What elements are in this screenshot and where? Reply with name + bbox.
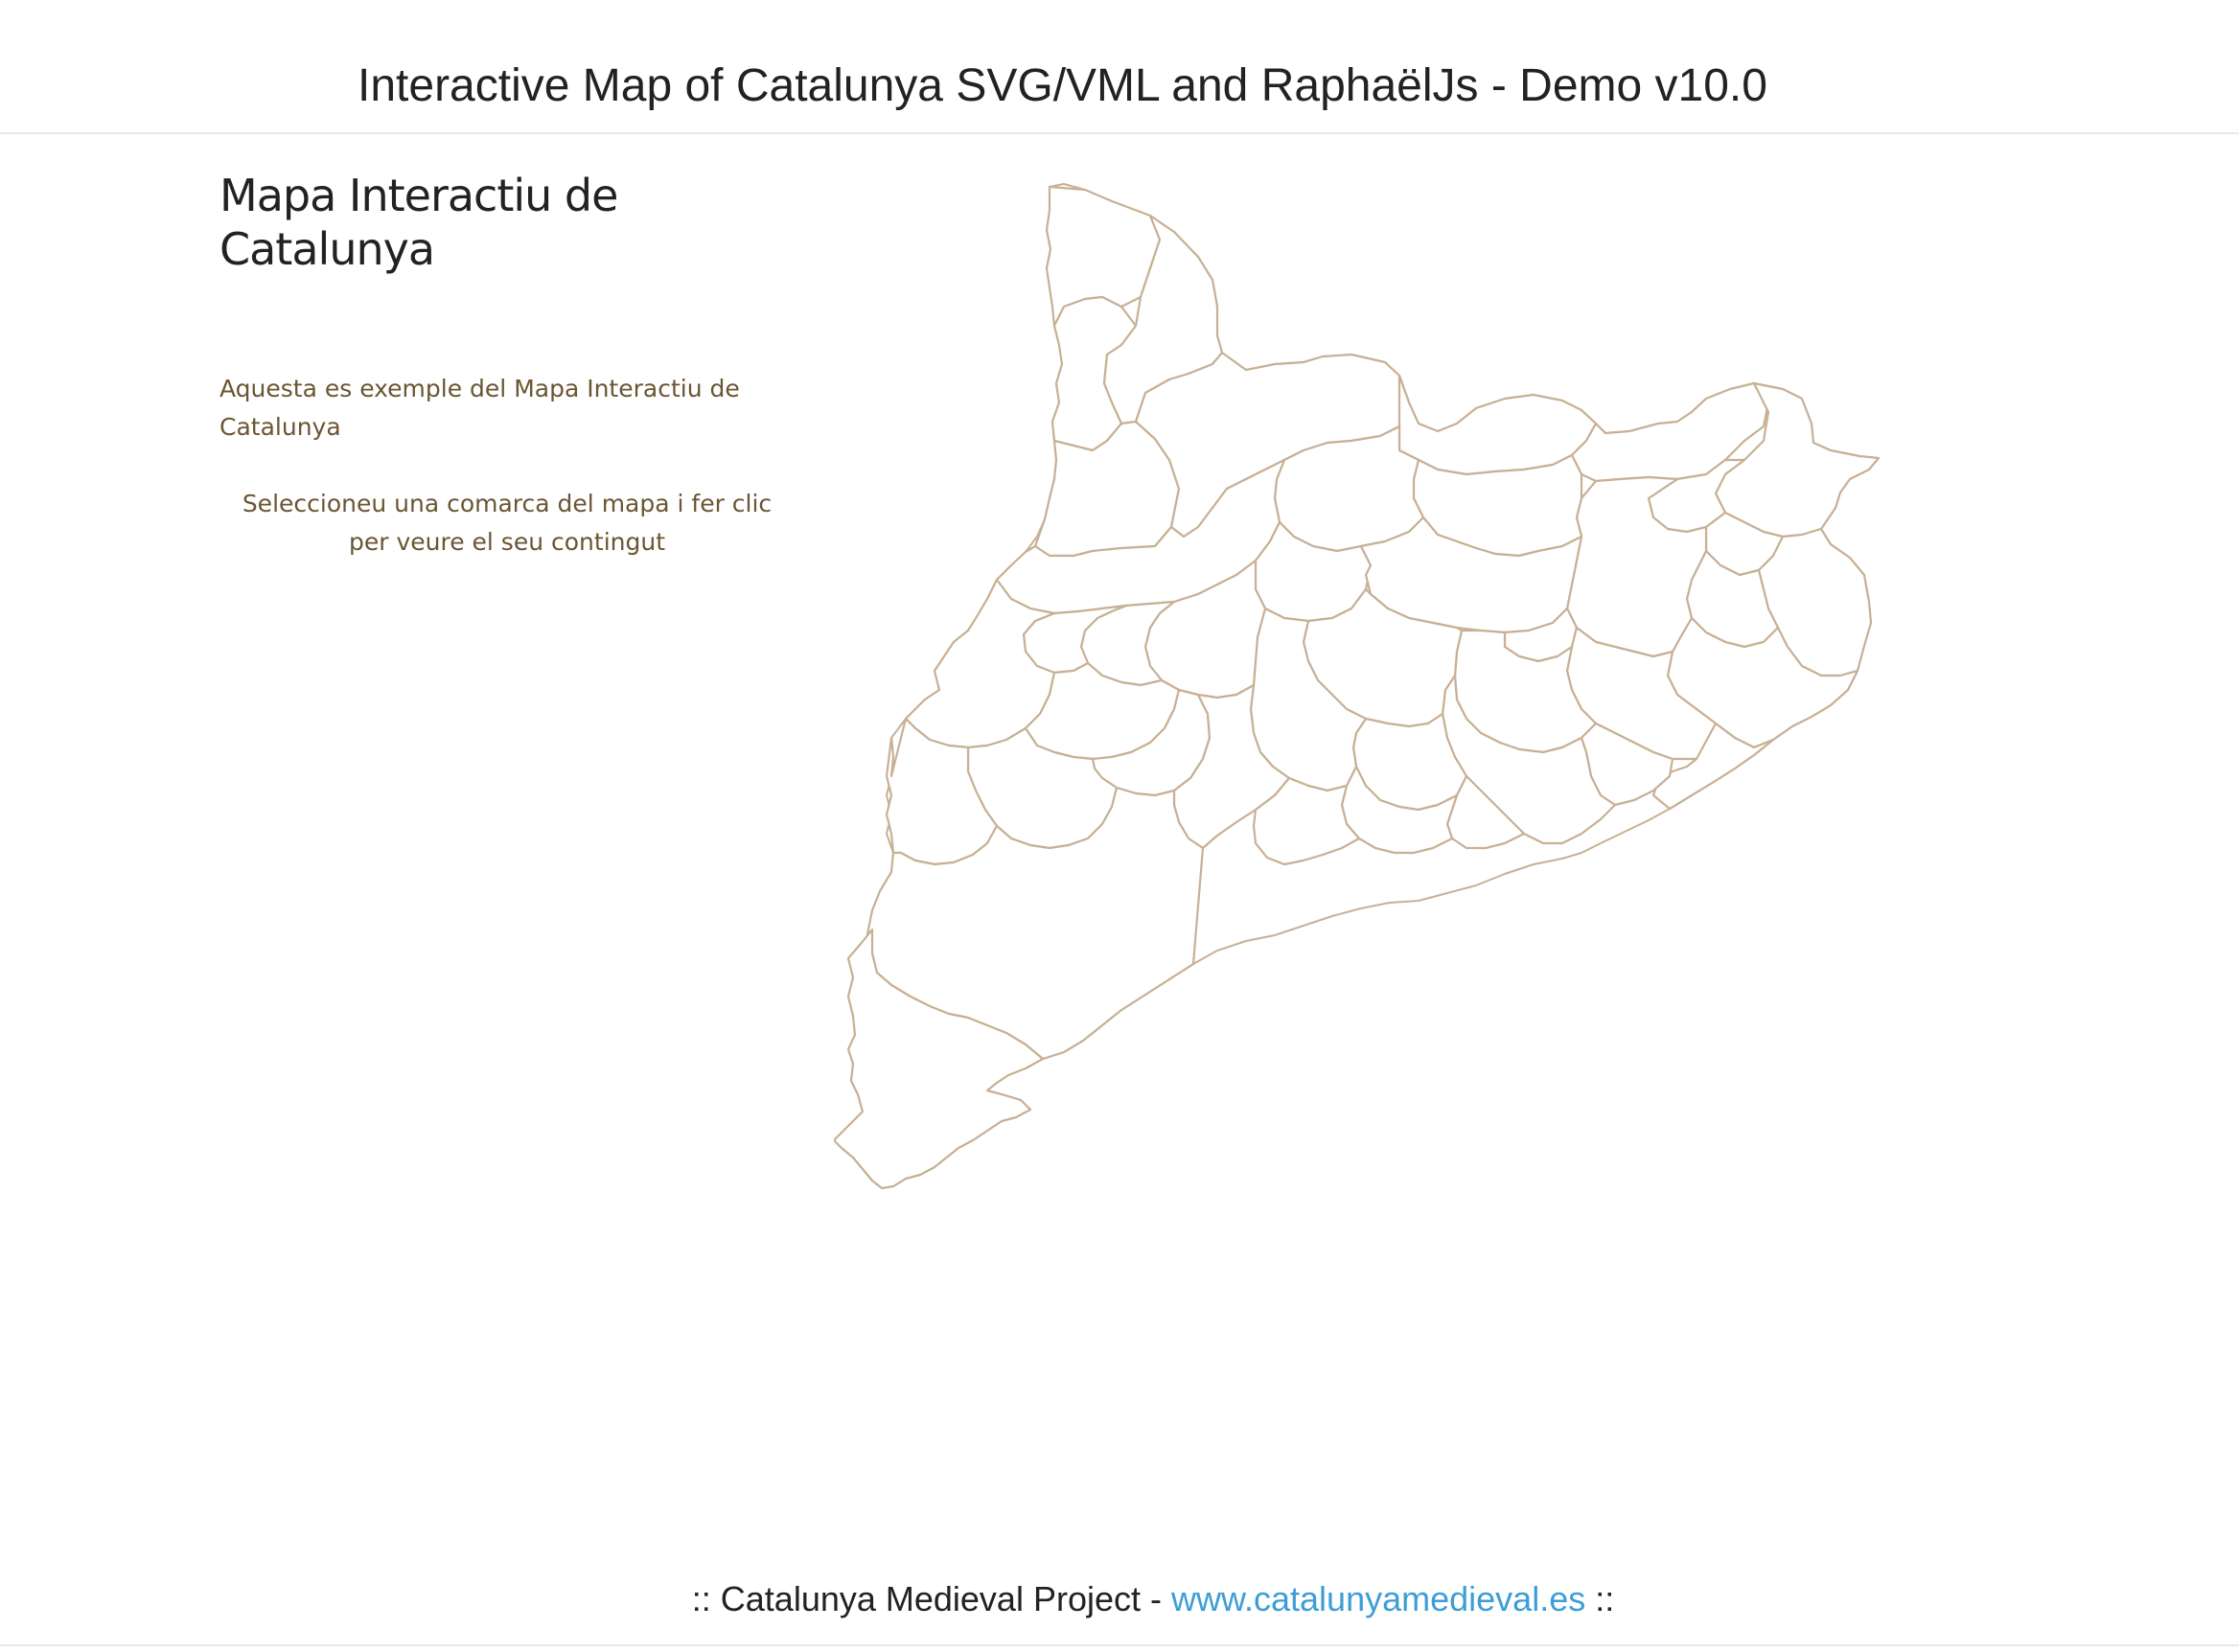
page-header: Interactive Map of Catalunya SVG/VML and… (0, 0, 2239, 134)
comarca-tarragones[interactable] (1252, 776, 1361, 866)
comarca-maresme[interactable] (1651, 722, 1775, 811)
page-title: Interactive Map of Catalunya SVG/VML and… (358, 60, 1767, 111)
footer-suffix: :: (1585, 1579, 1615, 1618)
page-footer: :: Catalunya Medieval Project - www.cata… (34, 1579, 2239, 1619)
catalunya-map-svg (832, 183, 1881, 1190)
comarca-ripolles[interactable] (1570, 381, 1770, 483)
comarca-baix-camp[interactable] (1172, 683, 1291, 850)
footer-link[interactable]: www.catalunyamedieval.es (1171, 1579, 1586, 1618)
sidebar: Mapa Interactiu de Catalunya Aquesta es … (219, 169, 814, 562)
instruction-text: Seleccioneu una comarca del mapa i fer c… (242, 490, 773, 556)
sidebar-title: Mapa Interactiu de Catalunya (219, 170, 618, 275)
catalunya-map (832, 172, 2022, 1294)
footer-prefix: :: Catalunya Medieval Project - (691, 1579, 1171, 1618)
intro-text: Aquesta es exemple del Mapa Interactiu d… (219, 375, 740, 441)
comarca-montsia[interactable] (832, 928, 1045, 1190)
footer-divider (0, 1644, 2239, 1646)
